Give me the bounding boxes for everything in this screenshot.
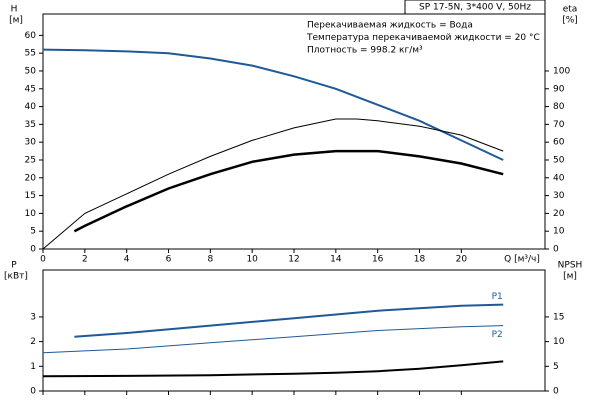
y-axis-unit: [м] <box>9 16 23 26</box>
y2-tick-label: 90 <box>553 84 565 94</box>
y-tick-label: 3 <box>30 312 36 322</box>
x-tick-label: 8 <box>207 255 213 265</box>
y-tick-label: 50 <box>25 66 37 76</box>
y2-tick-label: 20 <box>553 209 565 219</box>
x-tick-label: 2 <box>82 255 88 265</box>
y-tick-label: 0 <box>30 245 36 255</box>
y-axis-unit: [кВт] <box>4 272 28 282</box>
x-tick-label: 16 <box>372 255 384 265</box>
x-tick-label: 0 <box>40 255 46 265</box>
y2-axis-label: NPSH <box>558 261 583 271</box>
y2-tick-label: 30 <box>553 191 565 201</box>
curve <box>42 48 504 161</box>
y-tick-label: 30 <box>25 138 37 148</box>
y2-tick-label: 10 <box>553 337 565 347</box>
curve <box>73 149 504 233</box>
chart-title: SP 17-5N, 3*400 V, 50Hz <box>419 3 531 13</box>
x-axis-label: Q [м³/ч] <box>504 255 540 265</box>
x-tick-label: 10 <box>246 255 258 265</box>
y2-tick-label: 40 <box>553 173 565 183</box>
y2-tick-label: 70 <box>553 120 565 130</box>
y2-tick-label: 0 <box>553 245 559 255</box>
x-tick-label: 12 <box>288 255 299 265</box>
y-tick-label: 5 <box>30 227 36 237</box>
annotation: Температура перекачиваемой жидкости = 20… <box>306 33 540 43</box>
y2-tick-label: 0 <box>553 387 559 397</box>
y-tick-label: 20 <box>25 173 37 183</box>
x-tick-label: 6 <box>166 255 172 265</box>
x-tick-label: 20 <box>456 255 468 265</box>
series-label: P1 <box>492 292 503 302</box>
annotation: Перекачиваемая жидкость = Вода <box>307 21 473 31</box>
y2-tick-label: 100 <box>553 66 570 76</box>
y2-tick-label: 5 <box>553 362 559 372</box>
y-tick-label: 15 <box>25 191 36 201</box>
y-axis-label: P <box>11 261 17 271</box>
y2-axis-label: eta <box>563 5 578 15</box>
curve <box>74 303 504 338</box>
y-tick-label: 10 <box>25 209 37 219</box>
y-tick-label: 25 <box>25 155 36 165</box>
y-tick-label: 1 <box>30 362 36 372</box>
y2-tick-label: 15 <box>553 312 564 322</box>
y-tick-label: 45 <box>25 84 36 94</box>
y2-tick-label: 80 <box>553 102 565 112</box>
curve <box>42 118 504 250</box>
y-tick-label: 55 <box>25 49 36 59</box>
y2-tick-label: 60 <box>553 138 565 148</box>
y2-tick-label: 50 <box>553 155 565 165</box>
y2-tick-label: 10 <box>553 227 565 237</box>
annotation: Плотность = 998.2 кг/м³ <box>307 46 423 56</box>
curve <box>42 325 504 354</box>
series-label: P2 <box>492 330 503 340</box>
title-box <box>404 0 546 15</box>
y2-axis-unit: [%] <box>562 16 578 26</box>
plot-frame <box>42 13 546 250</box>
x-tick-label: 14 <box>330 255 342 265</box>
y-tick-label: 0 <box>30 387 36 397</box>
y2-axis-unit: [м] <box>563 272 577 282</box>
y-tick-label: 40 <box>25 102 37 112</box>
curve <box>42 360 504 378</box>
x-tick-label: 4 <box>124 255 130 265</box>
y-tick-label: 35 <box>25 120 36 130</box>
y-tick-label: 2 <box>30 337 36 347</box>
y-tick-label: 60 <box>25 31 37 41</box>
y-axis-label: H <box>11 5 18 15</box>
x-tick-label: 18 <box>414 255 426 265</box>
